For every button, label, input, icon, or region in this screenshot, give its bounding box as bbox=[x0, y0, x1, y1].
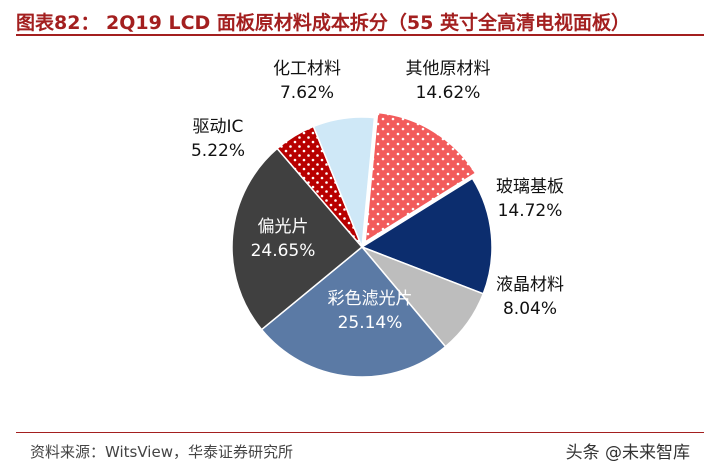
slice-value-label: 7.62% bbox=[280, 83, 334, 103]
slice-label: 其他原材料 bbox=[406, 59, 491, 79]
footer-rule bbox=[16, 432, 704, 433]
slice-value-label: 5.22% bbox=[191, 141, 245, 161]
title-bar: 图表82： 2Q19 LCD 面板原材料成本拆分（55 英寸全高清电视面板） bbox=[16, 6, 704, 36]
slice-value-label: 25.14% bbox=[338, 313, 403, 333]
pie-slice bbox=[260, 245, 447, 378]
slice-label: 液晶材料 bbox=[496, 275, 564, 295]
pie-labels: 其他原材料 14.62% 玻璃基板 14.72% 液晶材料 8.04% 彩色滤光片 25.14… bbox=[191, 59, 564, 333]
slice-label: 玻璃基板 bbox=[496, 177, 564, 197]
pie-slice bbox=[231, 147, 364, 331]
slice-value-label: 14.62% bbox=[416, 83, 481, 103]
chart-title: 图表82： 2Q19 LCD 面板原材料成本拆分（55 英寸全高清电视面板） bbox=[16, 12, 630, 34]
pie-chart: 其他原材料 14.62% 玻璃基板 14.72% 液晶材料 8.04% 彩色滤光片 25.14… bbox=[191, 59, 564, 378]
pie-slices bbox=[231, 111, 493, 378]
watermark-text: 头条 @未来智库 bbox=[565, 443, 690, 463]
slice-value-label: 24.65% bbox=[251, 241, 316, 261]
pie-slice bbox=[312, 116, 376, 248]
slice-label: 彩色滤光片 bbox=[328, 289, 413, 309]
chart-area: 其他原材料 14.62% 玻璃基板 14.72% 液晶材料 8.04% 彩色滤光片 25.14… bbox=[0, 36, 720, 436]
pie-slice bbox=[364, 111, 477, 244]
pie-slice bbox=[360, 177, 493, 295]
slice-value-label: 14.72% bbox=[498, 201, 563, 221]
slice-value-label: 8.04% bbox=[503, 299, 557, 319]
slice-label: 驱动IC bbox=[193, 117, 244, 137]
slice-label: 化工材料 bbox=[273, 59, 341, 79]
watermark: 头条 @未来智库 bbox=[566, 438, 690, 463]
source-note: 资料来源：WitsView，华泰证券研究所 bbox=[30, 443, 293, 461]
slice-label: 偏光片 bbox=[258, 217, 309, 237]
